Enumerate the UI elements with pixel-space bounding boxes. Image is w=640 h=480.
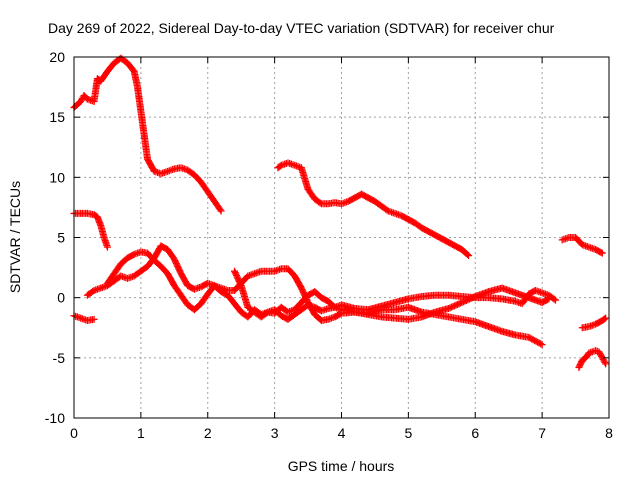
series-arc-h [558,234,606,257]
data-point [602,314,610,322]
data-point [129,251,137,259]
data-point [465,252,473,260]
data-point [103,243,111,251]
data-point [538,341,546,349]
x-tick-label: 8 [605,425,613,441]
series-arc-b [70,209,111,251]
data-point [602,360,610,368]
data-points [70,54,610,371]
series-arc-i [575,347,610,371]
data-point [216,206,224,214]
data-point [89,287,97,295]
x-tick-label: 0 [70,425,78,441]
data-point [463,251,471,259]
data-point [601,315,609,323]
data-point [600,357,608,365]
x-axis-label: GPS time / hours [288,458,395,474]
data-point [597,351,605,359]
x-tick-label: 3 [271,425,279,441]
data-point [595,348,603,356]
x-tick-label: 2 [204,425,212,441]
data-point [597,352,605,360]
data-point [316,199,324,207]
x-tick-label: 1 [137,425,145,441]
series-arc-a [70,54,225,215]
chart-title: Day 269 of 2022, Sidereal Day-to-day VTE… [48,20,555,36]
series-arc-c [274,159,473,260]
series-arc-j [578,314,610,332]
y-tick-label: 20 [49,49,65,65]
data-point [90,315,98,323]
data-point [383,206,391,214]
axes: 0 1 2 3 4 5 6 7 8 -10 -5 0 5 10 15 20 [45,49,613,441]
data-point [77,98,85,106]
data-point [597,248,605,256]
y-tick-label: 15 [49,109,65,125]
data-point [537,340,545,348]
data-point [78,96,86,104]
data-point [596,349,604,357]
data-point [598,249,606,257]
y-axis-label: SDTVAR / TECUs [7,181,23,293]
series-arc-g [70,312,98,325]
x-tick-label: 5 [404,425,412,441]
data-point [599,355,607,363]
y-tick-label: 0 [57,290,65,306]
series-arc-f [231,267,559,323]
x-tick-label: 7 [538,425,546,441]
data-point [601,358,609,366]
x-tick-label: 6 [471,425,479,441]
data-point [237,280,245,288]
data-point [263,309,271,317]
data-point [217,207,225,215]
data-point [550,295,558,303]
y-tick-label: 10 [49,169,65,185]
y-tick-label: -10 [45,410,65,426]
x-tick-label: 4 [338,425,346,441]
y-tick-label: 5 [57,230,65,246]
grid [74,57,609,418]
data-point [552,296,559,304]
data-point [336,310,344,318]
y-tick-label: -5 [53,350,66,366]
